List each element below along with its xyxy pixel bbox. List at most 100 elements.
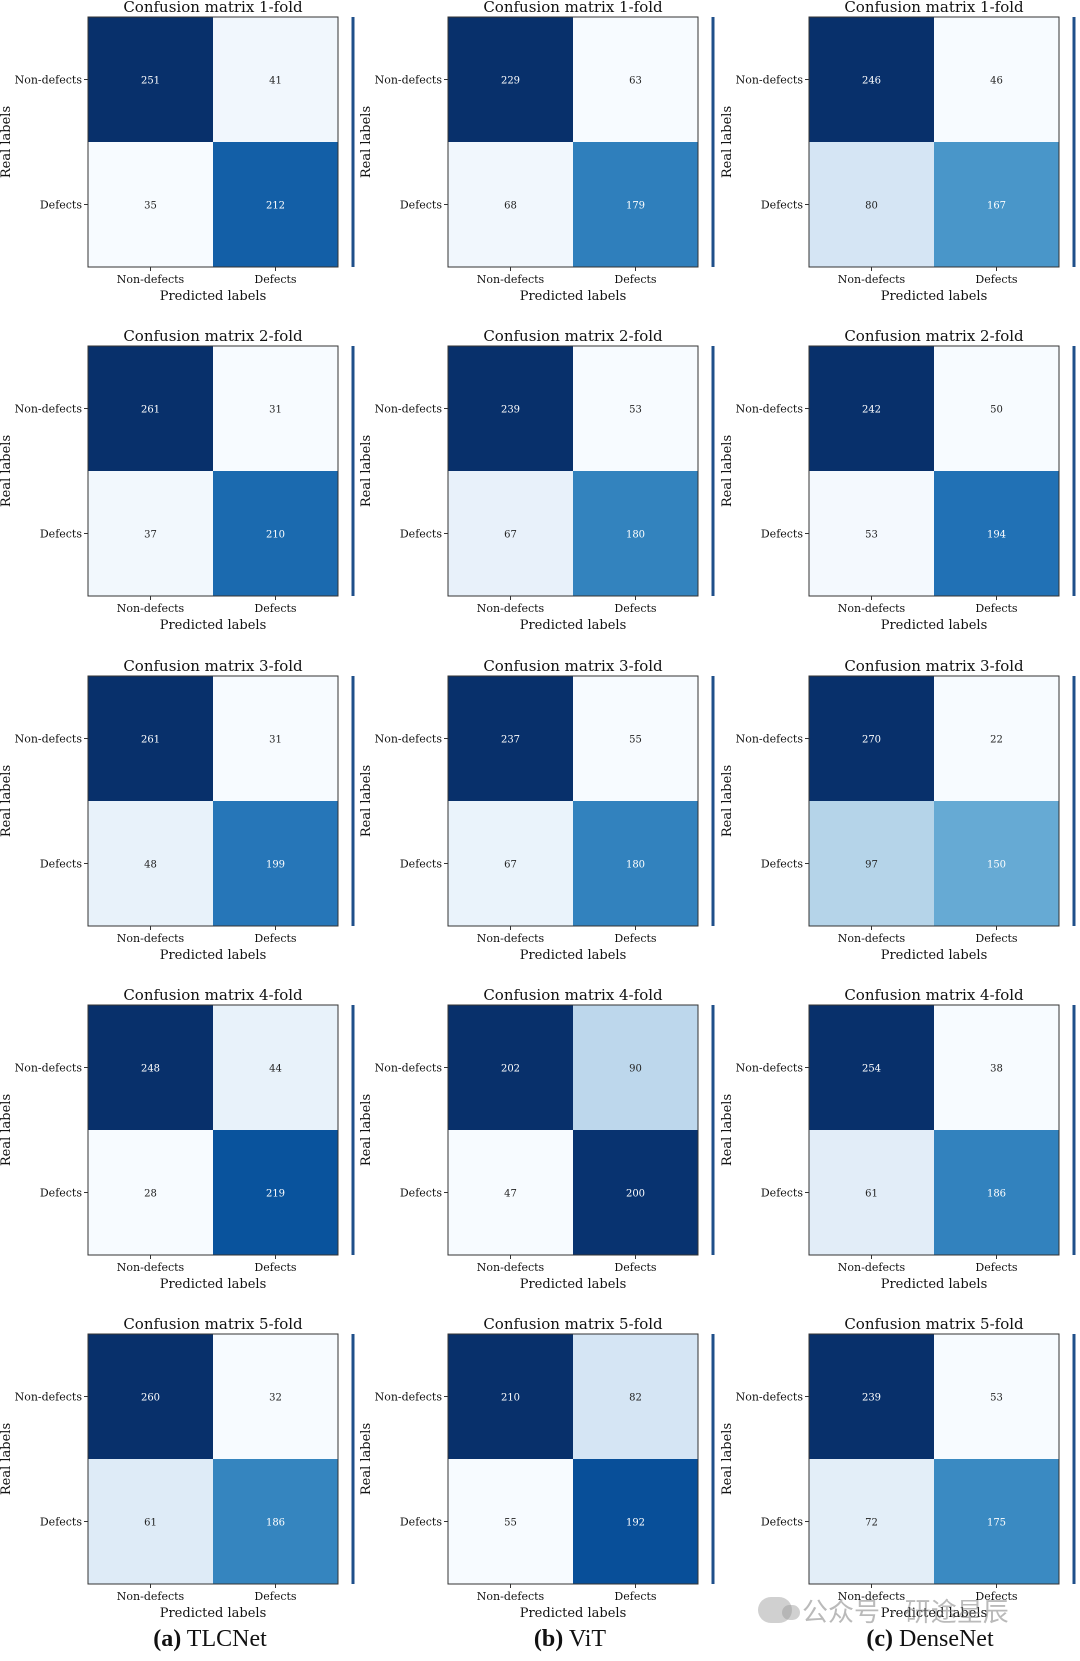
chart-title: Confusion matrix 4-fold [123, 986, 303, 1004]
matrix-cell [573, 1334, 698, 1459]
x-tick-label: Defects [614, 1261, 656, 1274]
cell-value-label: 53 [629, 405, 642, 416]
cell-value-label: 38 [990, 1064, 1003, 1075]
matrix-cell [573, 471, 698, 596]
confusion-matrix-panel: Confusion matrix 1-fold 246 46 80 167 Non-def… [720, 0, 1076, 304]
y-tick-label: Defects [761, 858, 803, 871]
cell-value-label: 67 [504, 860, 517, 871]
matrix-cell [213, 801, 338, 926]
x-tick-label: Non-defects [477, 273, 545, 286]
y-tick-label: Non-defects [736, 733, 804, 746]
cell-value-label: 202 [501, 1064, 520, 1075]
confusion-matrix-panel: Confusion matrix 3-fold 237 55 67 180 Non-def… [359, 657, 715, 963]
confusion-matrix-panel: Confusion matrix 1-fold 251 41 35 212 Non-def… [0, 0, 355, 304]
cell-value-label: 97 [865, 860, 878, 871]
cell-value-label: 192 [626, 1518, 645, 1529]
matrix-cell [809, 1130, 934, 1255]
cell-value-label: 28 [144, 1189, 157, 1200]
chart-title: Confusion matrix 4-fold [483, 986, 663, 1004]
caption-name: TLCNet [186, 1626, 267, 1652]
matrix-frame [87, 1004, 339, 1256]
cell-value-label: 61 [144, 1518, 157, 1529]
matrix-cell [448, 17, 573, 142]
x-tick-label: Non-defects [838, 1590, 906, 1603]
matrix-cell [934, 1130, 1059, 1255]
matrix-cell [809, 346, 934, 471]
cell-value-label: 179 [626, 201, 645, 212]
matrix-cell [448, 346, 573, 471]
y-tick-label: Defects [761, 199, 803, 212]
caption-letter: (b) [533, 1626, 564, 1652]
matrix-cell [88, 17, 213, 142]
y-axis-label: Real labels [720, 435, 735, 507]
y-tick-label: Non-defects [375, 1391, 443, 1404]
matrix-cell [213, 142, 338, 267]
matrix-cell [448, 471, 573, 596]
x-axis-label: Predicted labels [881, 618, 988, 633]
y-tick-label: Non-defects [15, 74, 83, 87]
confusion-matrix-panel: Confusion matrix 4-fold 202 90 47 200 Non-def… [359, 986, 715, 1292]
matrix-cell [213, 346, 338, 471]
matrix-cell [809, 676, 934, 801]
chart-title: Confusion matrix 5-fold [844, 1315, 1024, 1333]
chart-title: Confusion matrix 4-fold [844, 986, 1024, 1004]
matrix-cell [934, 142, 1059, 267]
matrix-cell [213, 1459, 338, 1584]
y-axis-label: Real labels [0, 106, 14, 178]
caption-letter: (a) [153, 1626, 182, 1652]
y-axis-label: Real labels [359, 435, 374, 507]
matrix-frame [87, 16, 339, 268]
matrix-cell [809, 17, 934, 142]
matrix-cell [448, 142, 573, 267]
matrix-cell [809, 801, 934, 926]
x-axis-label: Predicted labels [160, 948, 267, 963]
cell-value-label: 261 [141, 735, 160, 746]
y-tick-label: Defects [400, 1516, 442, 1529]
x-tick-label: Defects [975, 932, 1017, 945]
y-axis-label: Real labels [0, 1094, 14, 1166]
y-tick-label: Non-defects [375, 403, 443, 416]
matrix-cell [448, 1459, 573, 1584]
cell-value-label: 90 [629, 1064, 642, 1075]
cell-value-label: 175 [987, 1518, 1006, 1529]
x-axis-label: Predicted labels [160, 289, 267, 304]
chart-title: Confusion matrix 2-fold [123, 327, 303, 345]
x-tick-label: Defects [975, 1590, 1017, 1603]
x-tick-label: Defects [614, 602, 656, 615]
cell-value-label: 63 [629, 76, 642, 87]
matrix-frame [447, 1004, 699, 1256]
y-axis-label: Real labels [359, 1423, 374, 1495]
cell-value-label: 53 [865, 530, 878, 541]
chart-title: Confusion matrix 1-fold [844, 0, 1024, 16]
y-tick-label: Defects [40, 1187, 82, 1200]
y-tick-label: Non-defects [736, 403, 804, 416]
matrix-cell [88, 142, 213, 267]
cell-value-label: 55 [504, 1518, 517, 1529]
caption-name: DenseNet [899, 1626, 994, 1652]
x-tick-label: Non-defects [838, 602, 906, 615]
x-tick-label: Non-defects [477, 602, 545, 615]
caption-densenet: (c) DenseNet [800, 1626, 1060, 1653]
y-tick-label: Non-defects [736, 74, 804, 87]
matrix-cell [88, 801, 213, 926]
x-tick-label: Non-defects [838, 1261, 906, 1274]
y-axis-label: Real labels [720, 1423, 735, 1495]
x-axis-label: Predicted labels [881, 1606, 988, 1621]
y-tick-label: Non-defects [15, 1391, 83, 1404]
x-tick-label: Defects [975, 602, 1017, 615]
y-axis-label: Real labels [720, 106, 735, 178]
x-tick-label: Defects [975, 273, 1017, 286]
y-tick-label: Non-defects [375, 74, 443, 87]
x-axis-label: Predicted labels [520, 289, 627, 304]
x-tick-label: Defects [254, 932, 296, 945]
matrix-cell [934, 676, 1059, 801]
matrix-cell [448, 676, 573, 801]
confusion-matrix-panel: Confusion matrix 1-fold 229 63 68 179 Non-def… [359, 0, 715, 304]
matrix-cell [934, 1459, 1059, 1584]
matrix-cell [573, 676, 698, 801]
matrix-cell [213, 17, 338, 142]
x-tick-label: Defects [254, 1590, 296, 1603]
cell-value-label: 48 [144, 860, 157, 871]
x-axis-label: Predicted labels [881, 1277, 988, 1292]
